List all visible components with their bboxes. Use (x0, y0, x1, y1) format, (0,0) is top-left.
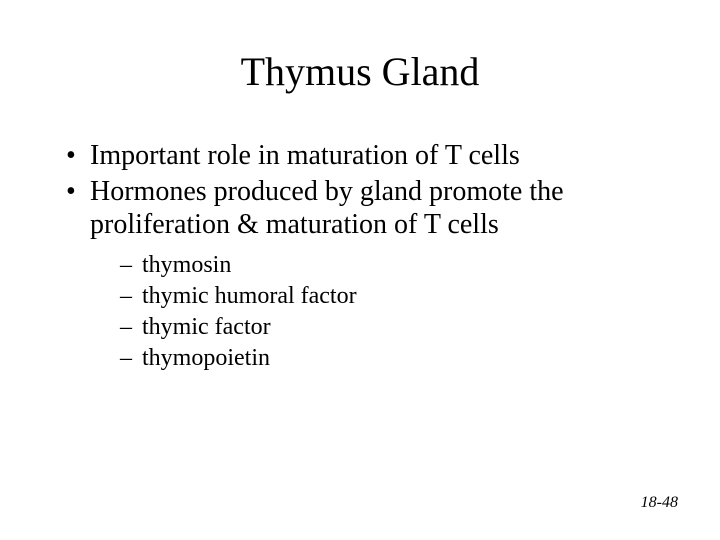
slide-title: Thymus Gland (54, 48, 666, 95)
sub-bullet-item: thymic factor (120, 312, 666, 343)
sub-bullet-item: thymosin (120, 250, 666, 281)
bullet-text: Hormones produced by gland promote the p… (90, 176, 564, 241)
bullet-item: Important role in maturation of T cells (62, 139, 666, 173)
main-bullet-list: Important role in maturation of T cells … (62, 139, 666, 375)
content-area: Important role in maturation of T cells … (54, 139, 666, 375)
sub-bullet-item: thymic humoral factor (120, 281, 666, 312)
slide-container: Thymus Gland Important role in maturatio… (0, 0, 720, 540)
sub-bullet-list: thymosin thymic humoral factor thymic fa… (90, 250, 666, 375)
page-number: 18-48 (641, 494, 678, 512)
bullet-item: Hormones produced by gland promote the p… (62, 175, 666, 375)
sub-bullet-item: thymopoietin (120, 343, 666, 374)
